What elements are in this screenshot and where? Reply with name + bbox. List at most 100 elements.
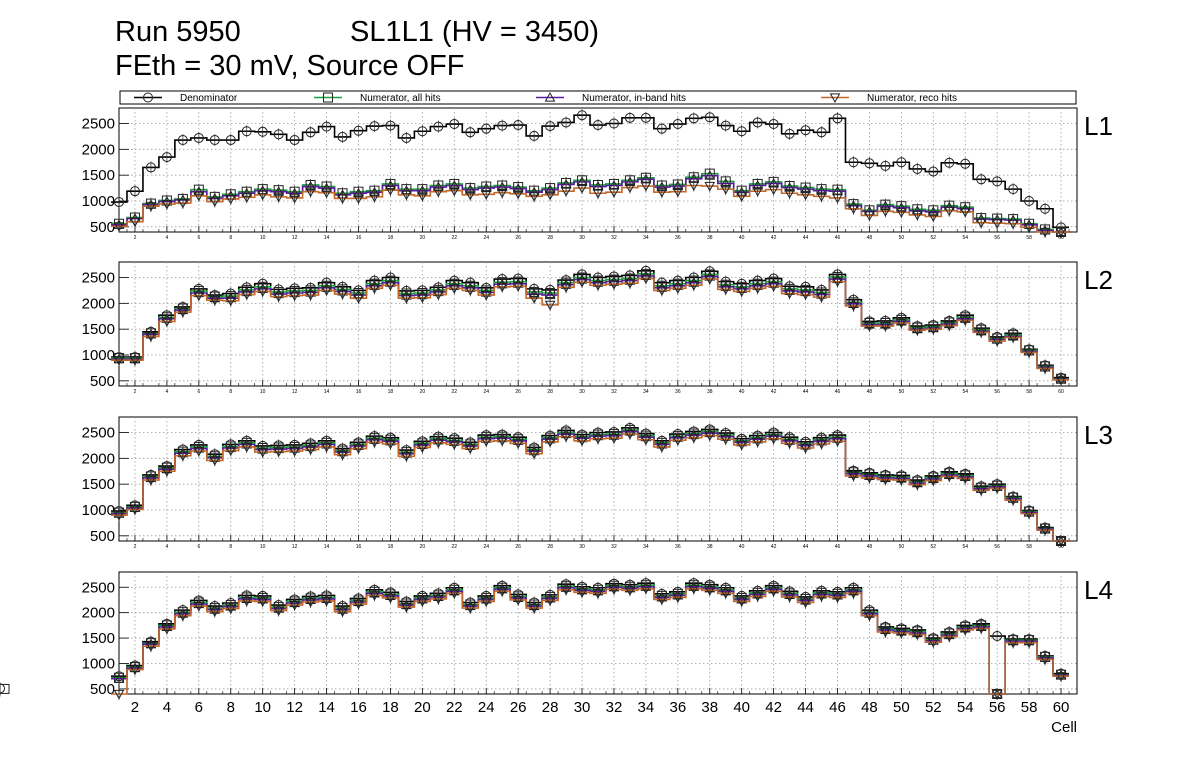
data-point-L3-3-58: [1023, 509, 1035, 520]
data-point-L1-3-26: [512, 189, 524, 200]
x-tick-label-small: 50: [899, 389, 905, 395]
data-point-L4-3-32: [608, 585, 620, 595]
series-line-L1-2: [111, 174, 1070, 233]
x-tick-label-small: 12: [292, 544, 298, 550]
data-point-L2-3-14: [321, 286, 332, 296]
panel-label-L1: L1: [1084, 111, 1113, 141]
data-point-L1-3-10: [257, 190, 269, 201]
x-tick-label-small: 42: [771, 544, 777, 550]
data-point-L3-3-19: [401, 452, 412, 462]
data-point-L1-3-52: [927, 212, 939, 223]
data-point-L1-0-56: [992, 176, 1003, 187]
data-point-L2-3-35: [656, 286, 668, 296]
data-point-L4-3-52: [927, 638, 939, 648]
y-tick-label: 2500: [82, 270, 115, 287]
data-point-L2-3-12: [289, 291, 300, 302]
data-point-L4-3-60: [1055, 672, 1067, 682]
data-point-L1-0-36: [672, 119, 683, 130]
data-point-L4-3-31: [592, 589, 604, 599]
data-point-L3-3-30: [576, 436, 588, 447]
data-point-L1-3-33: [624, 183, 636, 194]
data-point-L3-3-34: [640, 435, 652, 446]
data-point-L3-3-43: [784, 439, 795, 449]
data-point-L2-3-2: [129, 356, 141, 366]
data-point-L3-3-37: [688, 433, 700, 444]
data-point-L1-0-50: [896, 157, 907, 168]
data-point-L3-3-21: [432, 438, 444, 449]
data-point-L4-3-6: [193, 601, 205, 612]
data-point-L1-0-59: [1040, 203, 1051, 214]
data-point-L2-3-27: [528, 294, 540, 304]
data-point-L4-3-30: [576, 588, 588, 598]
legend-marker-0: [143, 92, 153, 103]
data-point-L1-0-8: [225, 135, 236, 146]
data-point-L3-3-42: [768, 434, 779, 445]
x-tick-label: 22: [446, 699, 463, 716]
legend-label-2: Numerator, in-band hits: [582, 93, 686, 104]
data-point-L3-3-50: [896, 475, 907, 486]
data-point-L4-3-42: [768, 587, 779, 597]
data-point-L1-3-37: [688, 181, 700, 192]
x-tick-label-small: 52: [931, 389, 937, 395]
data-point-L3-3-32: [608, 434, 620, 444]
data-point-L4-3-44: [800, 598, 811, 609]
data-point-L4-3-26: [512, 595, 524, 606]
data-point-L1-3-20: [417, 191, 428, 202]
data-point-L2-3-34: [640, 274, 652, 285]
data-point-L4-3-12: [289, 600, 300, 611]
x-tick-label-small: 2: [134, 544, 137, 550]
data-point-L3-3-45: [816, 439, 827, 450]
data-point-L4-1-undefined: [0, 683, 10, 694]
x-tick-label-small: 48: [867, 389, 873, 395]
data-point-L1-3-46: [832, 193, 843, 204]
data-point-L3-3-9: [241, 442, 253, 453]
data-point-L1-3-48: [864, 211, 875, 221]
x-tick-label: 20: [414, 699, 431, 716]
data-point-L1-3-16: [353, 194, 364, 204]
data-point-L4-3-13: [305, 597, 316, 608]
x-tick-label-small: 48: [867, 235, 873, 241]
legend-marker-2: [544, 91, 556, 102]
data-point-L1-0-20: [417, 126, 428, 137]
data-point-L1-3-53: [943, 206, 955, 217]
data-point-L1-0-43: [784, 128, 795, 139]
x-tick-label-small: 40: [739, 544, 745, 550]
data-point-L2-3-22: [448, 284, 460, 294]
data-point-L3-3-20: [417, 443, 428, 454]
data-point-L1-0-39: [720, 120, 731, 131]
x-tick-label-small: 36: [675, 389, 681, 395]
data-point-L3-3-4: [161, 467, 173, 477]
data-point-L2-3-53: [943, 321, 955, 332]
x-tick-label-small: 58: [1026, 389, 1032, 395]
data-point-L4-3-36: [672, 593, 684, 603]
data-point-L1-3-4: [161, 200, 173, 210]
data-point-L1-0-46: [832, 113, 843, 124]
x-tick-label-small: 2: [134, 235, 137, 241]
data-point-L1-3-14: [321, 188, 332, 199]
x-tick-label-small: 58: [1026, 235, 1032, 241]
data-point-L3-3-16: [353, 444, 364, 455]
run-label: Run 5950: [115, 16, 241, 48]
x-tick-label: 28: [542, 699, 559, 716]
x-tick-label-small: 24: [483, 544, 489, 550]
data-point-L1-3-57: [1007, 219, 1019, 230]
data-point-L2-3-38: [704, 274, 716, 285]
data-point-L2-3-41: [752, 284, 764, 294]
data-point-L3-3-38: [704, 431, 716, 442]
data-point-L1-0-31: [593, 120, 603, 131]
data-point-L2-3-20: [417, 293, 428, 304]
data-point-L1-0-23: [465, 127, 476, 138]
data-point-L3-3-2: [129, 505, 141, 516]
x-tick-label-small: 24: [483, 389, 489, 395]
y-tick-label: 500: [90, 681, 115, 698]
data-point-L3-3-35: [656, 442, 668, 453]
x-tick-label-small: 48: [867, 544, 873, 550]
x-tick-label-small: 18: [388, 389, 394, 395]
x-tick-label: 36: [669, 699, 686, 716]
data-point-L1-0-6: [193, 132, 204, 143]
x-tick-label-small: 46: [835, 235, 841, 241]
data-point-L3-3-36: [672, 436, 684, 446]
data-point-L1-3-5: [177, 198, 189, 209]
x-tick-label-small: 60: [1058, 235, 1064, 241]
data-point-L4-3-41: [752, 592, 764, 602]
